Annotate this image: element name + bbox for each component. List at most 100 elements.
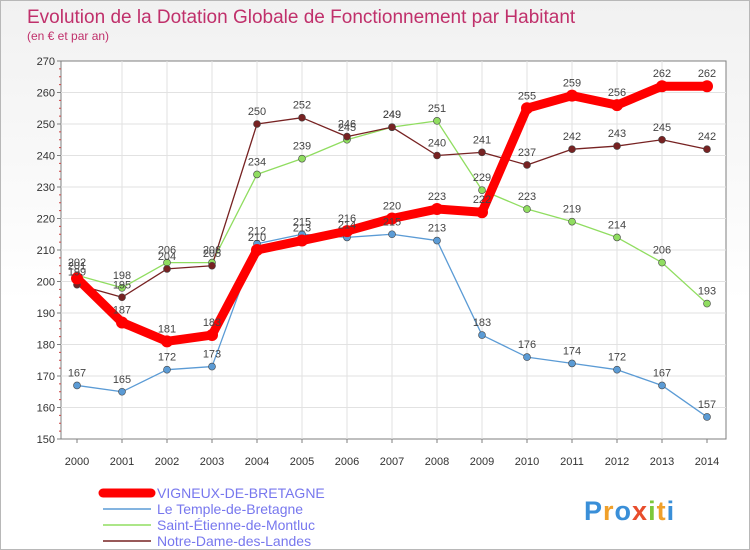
data-point-vigneux xyxy=(386,212,398,225)
data-label-vigneux: 262 xyxy=(653,68,671,80)
logo-letter: o xyxy=(615,496,633,526)
x-tick-label: 2002 xyxy=(155,456,179,468)
data-label-notre-dame: 241 xyxy=(473,134,491,146)
data-point-temple xyxy=(478,331,486,339)
data-label-temple: 214 xyxy=(338,219,356,231)
data-point-temple xyxy=(73,381,81,390)
legend-label-vigneux: VIGNEUX-DE-BRETAGNE xyxy=(157,485,325,501)
y-tick-label: 270 xyxy=(37,56,55,68)
data-point-saint-etienne xyxy=(298,154,306,163)
logo-text: Proxiti xyxy=(584,496,675,526)
data-point-vigneux xyxy=(296,234,308,247)
logo-letter: t xyxy=(657,496,667,526)
data-point-notre-dame xyxy=(343,132,351,141)
y-tick-label: 220 xyxy=(37,214,55,226)
data-label-notre-dame: 243 xyxy=(608,128,626,140)
data-label-notre-dame: 205 xyxy=(203,248,221,260)
data-point-temple xyxy=(433,236,441,245)
data-label-saint-etienne: 206 xyxy=(653,245,671,257)
data-label-saint-etienne: 206 xyxy=(158,245,176,257)
data-label-notre-dame: 240 xyxy=(428,138,446,150)
data-label-saint-etienne: 249 xyxy=(383,109,401,121)
data-point-temple xyxy=(118,387,126,396)
y-tick-label: 190 xyxy=(37,308,55,320)
y-tick-label: 170 xyxy=(37,371,55,383)
data-label-notre-dame: 250 xyxy=(248,106,266,118)
data-label-vigneux: 223 xyxy=(428,191,446,203)
data-point-notre-dame xyxy=(253,120,261,128)
data-point-vigneux xyxy=(341,225,353,238)
data-label-notre-dame: 245 xyxy=(653,122,671,134)
data-point-vigneux xyxy=(161,335,173,348)
data-label-vigneux: 216 xyxy=(338,213,356,225)
x-tick-label: 2010 xyxy=(515,456,539,468)
data-label-temple: 173 xyxy=(203,349,221,361)
legend-label-temple: Le Temple-de-Bretagne xyxy=(157,501,303,517)
data-point-saint-etienne xyxy=(433,117,441,125)
data-label-temple: 215 xyxy=(293,216,311,228)
data-label-temple: 167 xyxy=(68,367,86,379)
y-tick-label: 150 xyxy=(37,434,55,446)
x-tick-label: 2012 xyxy=(605,456,629,468)
logo-letter: r xyxy=(603,496,615,526)
data-point-saint-etienne xyxy=(253,170,261,179)
data-point-vigneux xyxy=(476,206,488,219)
data-label-vigneux: 210 xyxy=(248,232,266,244)
data-label-vigneux: 201 xyxy=(68,260,86,272)
y-tick-label: 240 xyxy=(37,151,55,163)
data-label-vigneux: 220 xyxy=(383,201,401,213)
data-point-vigneux xyxy=(611,99,623,112)
x-tick-label: 2011 xyxy=(560,456,584,468)
data-point-saint-etienne xyxy=(478,186,486,194)
logo-letter: i xyxy=(667,496,676,526)
data-label-temple: 213 xyxy=(428,223,446,235)
data-label-temple: 165 xyxy=(113,374,131,386)
data-label-notre-dame: 242 xyxy=(698,131,716,143)
x-tick-label: 2004 xyxy=(245,456,269,468)
x-tick-label: 2013 xyxy=(650,456,674,468)
data-point-temple xyxy=(523,353,531,361)
logo-letter: x xyxy=(632,496,648,526)
data-point-saint-etienne xyxy=(703,299,711,308)
data-point-temple xyxy=(208,362,216,371)
data-point-vigneux xyxy=(251,244,263,256)
data-point-notre-dame xyxy=(388,123,396,131)
x-tick-label: 2006 xyxy=(335,456,359,468)
data-point-temple xyxy=(658,381,666,390)
data-point-notre-dame xyxy=(163,265,171,273)
y-tick-label: 180 xyxy=(37,340,55,352)
data-label-vigneux: 256 xyxy=(608,87,626,99)
data-label-notre-dame: 195 xyxy=(113,279,131,291)
logo-letter: i xyxy=(648,496,657,526)
y-tick-label: 260 xyxy=(37,88,55,100)
data-label-vigneux: 259 xyxy=(563,78,581,90)
data-label-temple: 172 xyxy=(158,352,176,364)
data-point-vigneux xyxy=(116,316,128,329)
data-label-vigneux: 222 xyxy=(473,194,491,206)
data-label-notre-dame: 242 xyxy=(563,131,581,143)
x-tick-label: 2005 xyxy=(290,456,314,468)
x-tick-label: 2003 xyxy=(200,456,224,468)
data-label-saint-etienne: 229 xyxy=(473,172,491,184)
y-tick-label: 200 xyxy=(37,277,55,289)
data-label-saint-etienne: 214 xyxy=(608,219,626,231)
data-point-saint-etienne xyxy=(523,205,531,213)
data-point-vigneux xyxy=(566,89,578,102)
data-point-temple xyxy=(568,359,576,368)
x-tick-label: 2009 xyxy=(470,456,494,468)
data-label-notre-dame: 249 xyxy=(383,109,401,121)
data-label-temple: 157 xyxy=(698,399,716,411)
data-label-vigneux: 183 xyxy=(203,317,221,329)
data-label-vigneux: 262 xyxy=(698,68,716,80)
data-point-notre-dame xyxy=(703,145,711,153)
data-point-temple xyxy=(613,365,621,374)
proxiti-logo: Proxiti xyxy=(584,496,675,526)
data-label-saint-etienne: 198 xyxy=(113,270,131,282)
x-tick-label: 2007 xyxy=(380,456,404,468)
data-point-vigneux xyxy=(521,102,533,115)
data-label-notre-dame: 246 xyxy=(338,119,356,131)
data-point-notre-dame xyxy=(568,145,576,153)
data-point-notre-dame xyxy=(433,151,441,160)
x-tick-label: 2001 xyxy=(110,456,134,468)
